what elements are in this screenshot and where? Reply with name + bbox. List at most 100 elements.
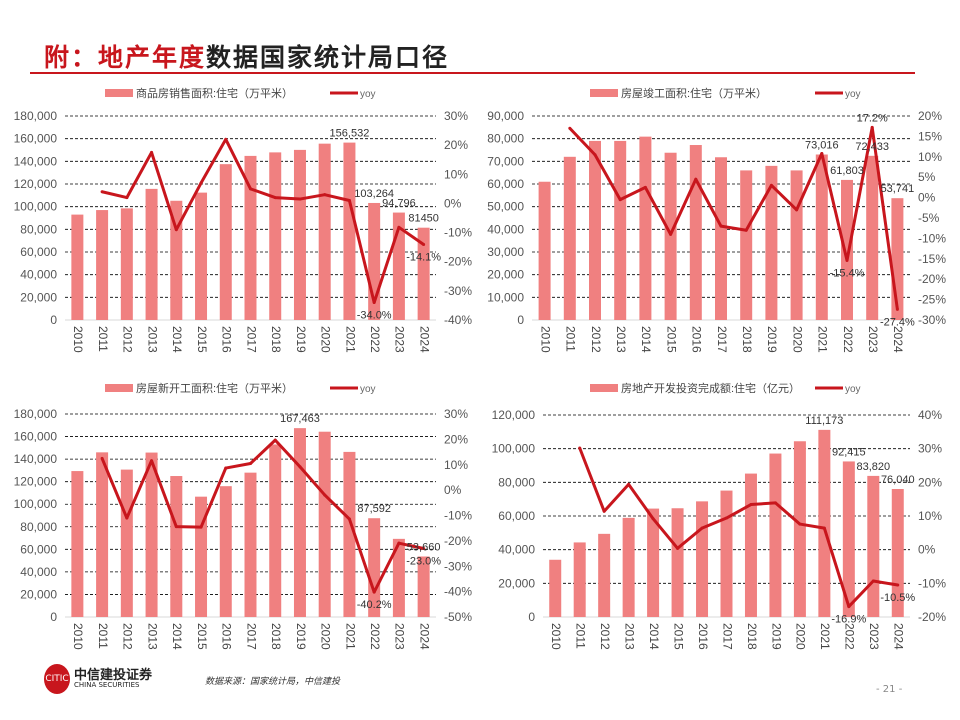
yoy-point-2013 <box>618 198 622 202</box>
left-axis-tick-label: 120,000 <box>492 408 536 422</box>
x-tick-label: 2017 <box>244 326 258 353</box>
yoy-point-2016 <box>694 177 698 181</box>
yoy-line <box>568 125 899 310</box>
bar-2012 <box>120 208 133 320</box>
legend-bar-swatch <box>105 89 133 97</box>
yoy-point-2016 <box>224 466 228 470</box>
x-tick-label: 2011 <box>574 623 588 649</box>
yoy-point-2024 <box>422 546 426 550</box>
bar-2011 <box>573 542 586 617</box>
right-axis-tick-label: 20% <box>918 109 942 123</box>
yoy-point-2019 <box>298 465 302 469</box>
data-label: -27.4% <box>880 316 915 328</box>
left-axis-tick-label: 160,000 <box>14 430 58 444</box>
bar-2024 <box>417 227 430 320</box>
yoy-point-2018 <box>273 196 277 200</box>
bar-2018 <box>740 170 753 320</box>
right-axis-tick-label: -40% <box>444 585 472 599</box>
data-label: 76,040 <box>881 474 915 486</box>
bar-2010 <box>71 214 84 320</box>
right-axis-tick-label: 40% <box>918 408 942 422</box>
yoy-point-2018 <box>273 438 277 442</box>
left-axis-tick-label: 140,000 <box>14 452 58 466</box>
legend-bar-swatch <box>590 89 618 97</box>
bar-2019 <box>769 453 782 617</box>
yoy-point-2019 <box>298 197 302 201</box>
x-tick-label: 2019 <box>769 623 783 650</box>
x-tick-label: 2022 <box>368 623 382 650</box>
right-axis-tick-label: 0% <box>918 543 936 557</box>
x-tick-label: 2016 <box>696 623 710 650</box>
bar-2019 <box>293 149 306 320</box>
right-axis-tick-label: -5% <box>918 211 940 225</box>
x-tick-label: 2010 <box>71 326 85 353</box>
yoy-point-2023 <box>397 225 401 229</box>
bar-2022 <box>368 518 381 617</box>
right-axis-tick-label: -10% <box>444 226 472 240</box>
right-axis-tick-label: -50% <box>444 610 472 624</box>
bar-2014 <box>170 200 183 320</box>
yoy-point-2011 <box>100 190 104 194</box>
x-tick-label: 2020 <box>790 326 804 353</box>
data-label: 72,433 <box>855 141 889 153</box>
x-tick-label: 2018 <box>740 326 754 353</box>
yoy-point-2015 <box>676 546 680 550</box>
yoy-point-2014 <box>651 517 655 521</box>
yoy-point-2011 <box>568 126 572 130</box>
bar-2016 <box>689 145 702 320</box>
yoy-point-2015 <box>669 232 673 236</box>
right-axis-tick-label: -15% <box>918 252 946 266</box>
right-axis-tick-label: 0% <box>918 191 936 205</box>
bar-2011 <box>96 452 109 617</box>
bar-2015 <box>671 508 684 617</box>
x-tick-label: 2016 <box>220 326 234 353</box>
bar-2018 <box>269 444 282 617</box>
bar-2017 <box>715 157 727 320</box>
yoy-point-2018 <box>744 228 748 232</box>
x-tick-label: 2015 <box>195 326 209 353</box>
data-label: 53,741 <box>881 183 915 195</box>
yoy-point-2019 <box>769 183 773 187</box>
yoy-point-2013 <box>150 150 154 154</box>
right-axis-tick-label: 0% <box>444 196 462 210</box>
right-axis-tick-label: -20% <box>918 610 946 624</box>
yoy-line <box>578 447 899 609</box>
yoy-point-2017 <box>249 187 252 191</box>
x-tick-label: 2019 <box>294 326 308 353</box>
bar-2012 <box>120 469 133 617</box>
bar-2010 <box>71 471 84 617</box>
legend-bar-swatch <box>105 384 133 392</box>
x-tick-label: 2013 <box>614 326 628 353</box>
left-axis-tick-label: 0 <box>528 610 535 624</box>
right-axis-tick-label: 10% <box>918 150 942 164</box>
legend-bar-swatch <box>590 384 618 392</box>
x-tick-label: 2013 <box>145 623 159 650</box>
bar-2014 <box>639 136 652 320</box>
x-tick-label: 2010 <box>549 623 563 650</box>
bar-2013 <box>145 188 158 320</box>
x-tick-label: 2015 <box>671 623 685 650</box>
data-label: 111,173 <box>805 415 843 427</box>
bar-2012 <box>598 533 611 617</box>
x-tick-label: 2021 <box>343 623 357 650</box>
right-axis-tick-label: -20% <box>444 255 472 269</box>
legend-line-label: yoy <box>360 89 376 100</box>
bar-2013 <box>622 517 635 617</box>
yoy-point-2014 <box>174 228 178 232</box>
data-label: -34.0% <box>357 310 392 322</box>
left-axis-tick-label: 180,000 <box>14 407 58 421</box>
yoy-point-2013 <box>150 459 154 463</box>
yoy-point-2015 <box>199 525 203 529</box>
left-axis-tick-label: 40,000 <box>498 543 535 557</box>
right-axis-tick-label: -40% <box>444 313 472 327</box>
right-axis-tick-label: 20% <box>918 475 942 489</box>
x-tick-label: 2010 <box>538 326 552 353</box>
bar-2022 <box>842 461 855 617</box>
x-tick-label: 2016 <box>690 326 704 353</box>
x-tick-label: 2014 <box>639 326 653 353</box>
right-axis-tick-label: 10% <box>444 458 468 472</box>
left-axis-tick-label: 100,000 <box>492 442 536 456</box>
right-axis-tick-label: 20% <box>444 432 468 446</box>
chart-residential-sales-area: 0 20,000 40,000 60,000 80,000 100,000 120,000 1… <box>14 86 473 353</box>
left-axis-tick-label: 50,000 <box>487 200 524 214</box>
